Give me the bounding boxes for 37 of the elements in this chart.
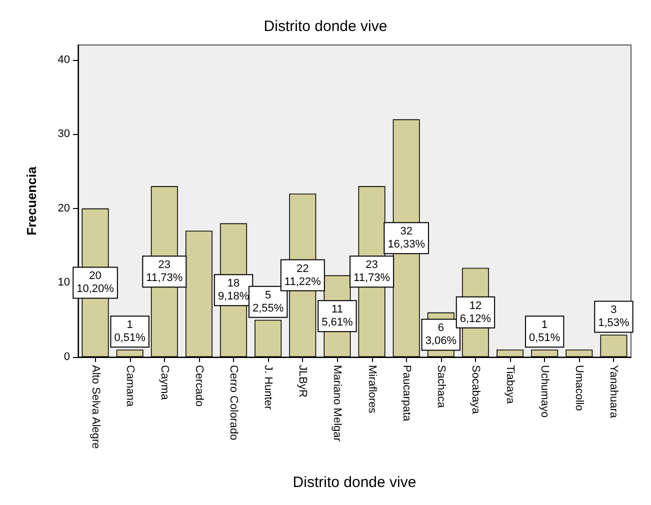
y-axis-title: Frecuencia — [24, 166, 39, 236]
x-tick-label: Alto Selva Alegre — [89, 365, 102, 449]
chart-title: Distrito donde vive — [264, 18, 388, 35]
y-tick-label: 10 — [58, 276, 70, 289]
x-tick-label: Camana — [124, 365, 136, 408]
data-label: 1 0,51% — [528, 319, 560, 344]
y-tick-label: 0 — [64, 351, 70, 363]
x-axis-title: Distrito donde vive — [292, 474, 416, 491]
data-label: 11 5,61% — [322, 304, 354, 329]
data-label: 32 16,33% — [388, 226, 426, 251]
x-tick-label: Cayma — [158, 365, 170, 401]
data-label: 23 11,73% — [354, 259, 390, 284]
x-tick-label: JLByR — [296, 365, 309, 398]
data-label: 3 1,53% — [598, 304, 630, 330]
y-tick-label: 30 — [58, 128, 70, 140]
data-label: 22 11,22% — [284, 262, 322, 288]
x-tick-label: Uchumayo — [538, 365, 551, 418]
x-tick-label: Sachaca — [434, 365, 447, 409]
x-tick-label: J. Hunter — [262, 365, 274, 410]
data-label: 1 0,51% — [114, 319, 146, 344]
x-tick-label: Mariano Melgar — [331, 365, 344, 442]
x-tick-label: Cercado — [192, 365, 205, 407]
x-tick-label: Umacollo — [573, 365, 586, 411]
data-label: 20 10,20% — [76, 270, 114, 296]
x-tick-label: Socabaya — [469, 365, 482, 415]
data-label: 23 11,73% — [146, 259, 183, 284]
x-tick-label: Miraflores — [366, 365, 378, 414]
y-tick-label: 20 — [58, 202, 70, 214]
data-label: 6 3,06% — [425, 322, 457, 348]
y-tick-label: 40 — [58, 54, 70, 66]
x-tick-label: Paucarpata — [400, 365, 412, 422]
data-label: 12 6,12% — [460, 300, 492, 325]
data-label: 18 9,18% — [218, 278, 250, 303]
x-tick-label: Tiabaya — [504, 365, 516, 405]
x-tick-label: Yanahuara — [608, 365, 620, 419]
x-tick-label: Cerro Colorado — [228, 365, 240, 440]
data-label: 5 2,55% — [252, 289, 284, 314]
